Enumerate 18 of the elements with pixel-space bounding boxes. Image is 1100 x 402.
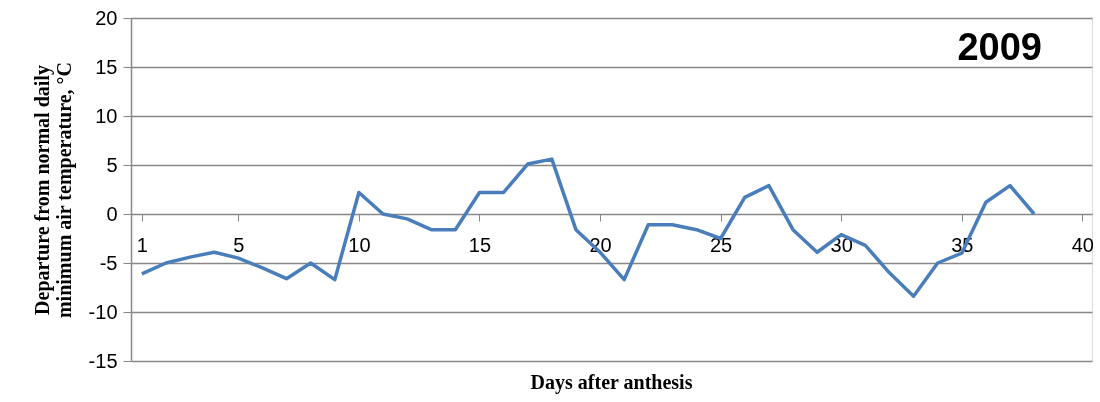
x-tick-label: 25 <box>710 233 733 256</box>
x-tick-label: 5 <box>233 233 245 256</box>
x-tick-label: 40 <box>1071 233 1094 256</box>
y-tick-label: 0 <box>106 202 118 225</box>
x-axis-title: Days after anthesis <box>530 371 693 394</box>
x-tick-label: 1 <box>136 233 148 256</box>
y-tick-label: -10 <box>88 300 118 323</box>
x-tick-label: 10 <box>348 233 371 256</box>
y-tick-label: -15 <box>88 349 118 372</box>
y-tick-label: 15 <box>95 55 118 78</box>
y-tick-label: -5 <box>99 251 118 274</box>
y-tick-label: 10 <box>95 104 118 127</box>
chart-title: 2009 <box>957 26 1042 68</box>
text: Departure from normal daily <box>30 65 53 315</box>
line-series <box>140 157 1036 299</box>
x-tick-label: 15 <box>468 233 492 256</box>
y-tick-label: 20 <box>95 6 118 29</box>
y-tick-label: 5 <box>106 153 118 176</box>
